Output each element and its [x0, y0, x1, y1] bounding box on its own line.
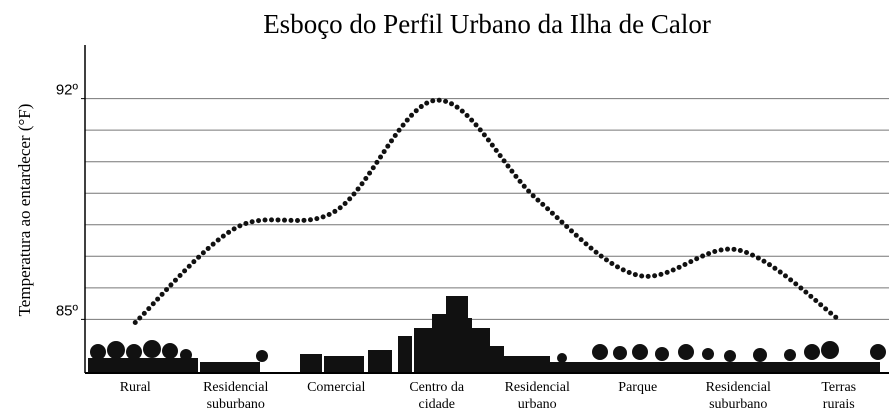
x-tick-label: Residencial — [505, 380, 570, 395]
x-tick-label: Comercial — [307, 380, 365, 395]
x-tick-label: rurais — [823, 397, 855, 412]
x-tick-label: Rural — [120, 380, 151, 395]
x-tick-label: Residencial — [706, 380, 771, 395]
y-axis-label: Temperatura ao entardecer (°F) — [15, 104, 34, 317]
skyline-illustration — [88, 296, 886, 372]
x-tick-label: urbano — [518, 397, 557, 412]
x-tick-label: cidade — [418, 397, 455, 412]
y-tick-label: 92º — [56, 82, 79, 99]
chart-title: Esboço do Perfil Urbano da Ilha de Calor — [263, 9, 711, 39]
x-tick-label: Terras — [821, 380, 856, 395]
temperature-line — [132, 97, 842, 326]
x-tick-label: suburbano — [207, 397, 265, 412]
trees — [90, 340, 886, 363]
x-tick-label: Residencial — [203, 380, 268, 395]
x-tick-label: Centro da — [409, 380, 465, 395]
x-tick-label: Parque — [618, 380, 657, 395]
x-tick-label: suburbano — [709, 397, 767, 412]
y-tick-label: 85º — [56, 302, 79, 319]
